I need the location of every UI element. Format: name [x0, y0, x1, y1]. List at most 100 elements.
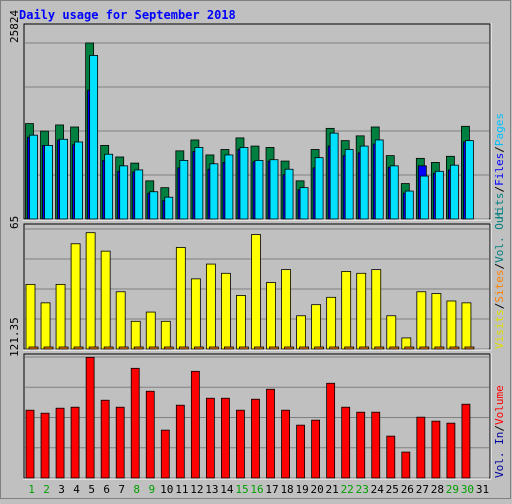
bar-volume-3 — [55, 407, 65, 479]
bar-sites-21 — [329, 346, 340, 350]
bar-volume-2 — [40, 412, 50, 479]
x-label-8: 8 — [133, 483, 140, 496]
bar-volume-19 — [296, 424, 305, 479]
bar-volume-10 — [160, 429, 170, 479]
legend-middle-part-0: Visits — [493, 309, 506, 349]
legend-bottom-part-0: Vol. In — [493, 432, 506, 478]
x-label-16: 16 — [250, 483, 263, 496]
bar-sites-1 — [28, 346, 39, 350]
bar-sites-17 — [269, 346, 279, 350]
x-label-10: 10 — [160, 483, 173, 496]
bar-visits-13 — [205, 263, 216, 350]
bar-sites-12 — [193, 346, 204, 350]
bar-volume-27 — [416, 416, 426, 479]
bar-pages-5 — [89, 55, 99, 220]
x-label-19: 19 — [295, 483, 308, 496]
x-label-22: 22 — [341, 483, 354, 496]
bar-pages-3 — [59, 138, 68, 220]
bar-volume-22 — [341, 406, 351, 479]
x-axis-labels: 1 2 3 4 5 6 7 8 9 10 11 12 13 14 15 16 17 18 19 20 21 22 23 24 2… — [28, 483, 489, 496]
bar-sites-3 — [58, 346, 69, 350]
bar-pages-15 — [239, 147, 249, 220]
bar-volume-25 — [386, 435, 396, 479]
bar-volume-28 — [431, 420, 441, 479]
bar-pages-6 — [104, 153, 114, 220]
x-label-12: 12 — [190, 483, 203, 496]
bar-sites-11 — [178, 346, 189, 350]
x-label-24: 24 — [371, 483, 385, 496]
legend-middle-part-4: Vol. Out — [493, 210, 506, 263]
x-label-31: 31 — [476, 483, 489, 496]
x-label-9: 9 — [148, 483, 155, 496]
bar-pages-20 — [314, 157, 324, 220]
x-label-26: 26 — [401, 483, 414, 496]
bar-pages-26 — [404, 190, 414, 220]
legend-top-part-4: Pages — [493, 113, 506, 146]
bar-visits-27 — [416, 291, 427, 350]
bar-visits-5 — [85, 232, 96, 350]
legend-middle: Visits/Sites/Vol. Out — [493, 210, 506, 349]
bar-sites-24 — [374, 346, 385, 350]
bar-sites-27 — [419, 346, 430, 350]
bar-volume-11 — [175, 404, 185, 479]
bar-sites-2 — [43, 346, 54, 350]
bar-pages-29 — [450, 164, 459, 220]
x-label-1: 1 — [28, 483, 35, 496]
bar-sites-7 — [118, 346, 129, 350]
bar-sites-22 — [344, 346, 355, 350]
bar-volume-5 — [85, 356, 95, 479]
bar-visits-20 — [311, 304, 322, 350]
x-label-13: 13 — [205, 483, 218, 496]
bar-volume-4 — [70, 406, 80, 479]
bar-volume-14 — [221, 397, 230, 479]
bar-sites-4 — [73, 346, 84, 350]
x-label-18: 18 — [280, 483, 293, 496]
bar-volume-26 — [401, 451, 411, 479]
bar-sites-15 — [239, 346, 249, 350]
legend-top: Hits/Files/Pages — [493, 113, 506, 219]
legend-top-part-0: Hits — [493, 193, 506, 220]
bar-volume-17 — [266, 388, 275, 479]
bar-pages-24 — [374, 139, 384, 220]
bar-pages-4 — [74, 141, 83, 220]
legend-top-part-3: / — [493, 146, 506, 153]
bar-volume-21 — [326, 382, 336, 479]
bar-visits-24 — [371, 269, 382, 350]
x-label-20: 20 — [311, 483, 324, 496]
legend-bottom-part-1: / — [493, 425, 506, 432]
x-label-17: 17 — [265, 483, 278, 496]
x-label-4: 4 — [73, 483, 80, 496]
bar-volume-1 — [25, 409, 35, 479]
bar-pages-18 — [284, 168, 294, 220]
bar-volume-18 — [281, 409, 290, 479]
legend-top-part-1: / — [493, 186, 506, 193]
bar-visits-23 — [356, 272, 367, 350]
bar-pages-10 — [164, 196, 174, 220]
x-label-3: 3 — [58, 483, 65, 496]
bar-visits-15 — [236, 295, 246, 350]
x-label-28: 28 — [431, 483, 444, 496]
x-label-6: 6 — [103, 483, 110, 496]
x-label-29: 29 — [446, 483, 459, 496]
bar-pages-25 — [389, 165, 399, 220]
bar-sites-13 — [208, 346, 219, 350]
bar-sites-25 — [389, 346, 400, 350]
legend-middle-part-2: Sites — [493, 270, 506, 303]
bar-visits-21 — [326, 296, 337, 350]
bar-visits-25 — [386, 315, 397, 350]
bar-volume-9 — [145, 390, 155, 479]
bar-visits-11 — [175, 247, 186, 350]
legend-middle-part-3: / — [493, 263, 506, 270]
bar-volume-13 — [205, 397, 215, 479]
bar-sites-5 — [88, 346, 99, 350]
bar-sites-10 — [163, 346, 174, 350]
bar-pages-13 — [209, 163, 219, 220]
bar-visits-6 — [100, 250, 111, 350]
legend-bottom: Vol. In/Volume — [493, 385, 506, 478]
bar-pages-11 — [179, 159, 189, 220]
bar-sites-26 — [404, 346, 415, 350]
x-label-11: 11 — [175, 483, 188, 496]
bar-pages-19 — [299, 187, 309, 220]
bar-sites-29 — [449, 346, 460, 350]
